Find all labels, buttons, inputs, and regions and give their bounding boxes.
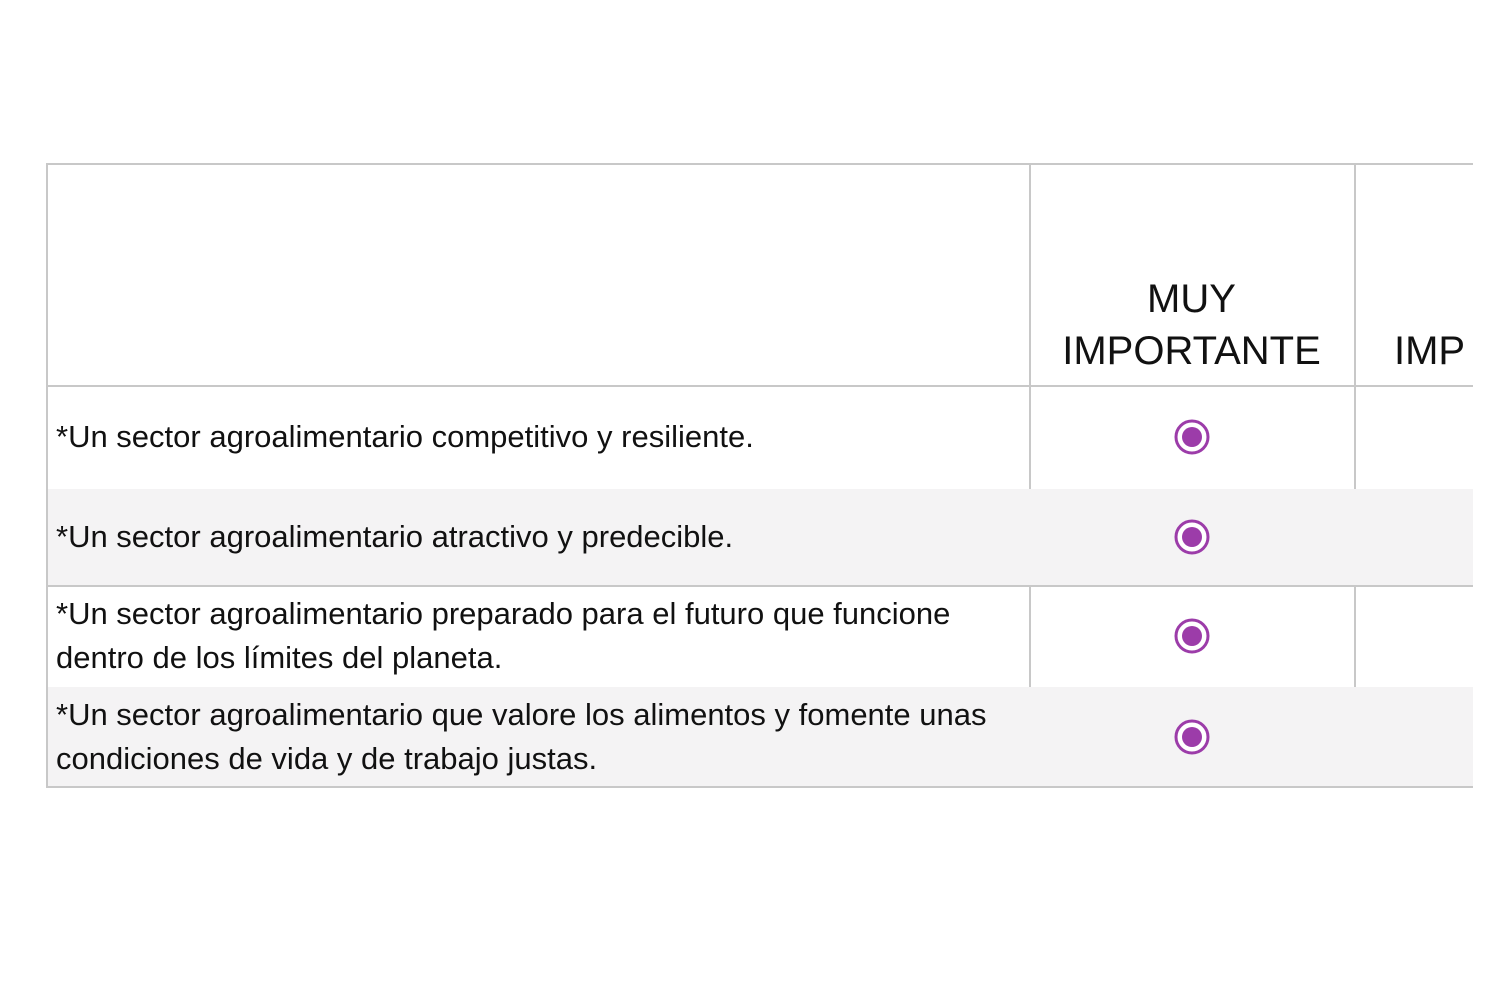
column-header: IMP xyxy=(1394,329,1466,373)
survey-table: MUY IMPORTANTE IMP *Un sector agroalimen… xyxy=(46,163,1473,788)
radio-cell xyxy=(1029,687,1356,786)
question-text: *Un sector agroalimentario atractivo y p… xyxy=(56,519,734,554)
radio-selected[interactable] xyxy=(1172,417,1212,457)
radio-selected[interactable] xyxy=(1172,717,1212,757)
radio-cell xyxy=(1354,489,1473,587)
question-cell: *Un sector agroalimentario que valore lo… xyxy=(48,687,1031,786)
question-text: *Un sector agroalimentario preparado par… xyxy=(56,596,951,675)
radio-cell xyxy=(1354,585,1473,689)
header-cell: IMP xyxy=(1354,165,1473,387)
question-cell: *Un sector agroalimentario competitivo y… xyxy=(48,385,1031,491)
header-cell: MUY IMPORTANTE xyxy=(1029,165,1356,387)
radio-cell xyxy=(1029,385,1356,491)
question-text: *Un sector agroalimentario que valore lo… xyxy=(56,697,987,776)
radio-cell xyxy=(1354,385,1473,491)
radio-cell xyxy=(1029,489,1356,587)
column-header: MUY IMPORTANTE xyxy=(1062,277,1321,373)
radio-selected[interactable] xyxy=(1172,517,1212,557)
radio-selected[interactable] xyxy=(1172,616,1212,656)
header-empty xyxy=(48,165,1031,387)
question-text: *Un sector agroalimentario competitivo y… xyxy=(56,419,754,454)
question-cell: *Un sector agroalimentario atractivo y p… xyxy=(48,489,1031,587)
radio-cell xyxy=(1029,585,1356,689)
radio-cell xyxy=(1354,687,1473,786)
question-cell: *Un sector agroalimentario preparado par… xyxy=(48,585,1031,689)
